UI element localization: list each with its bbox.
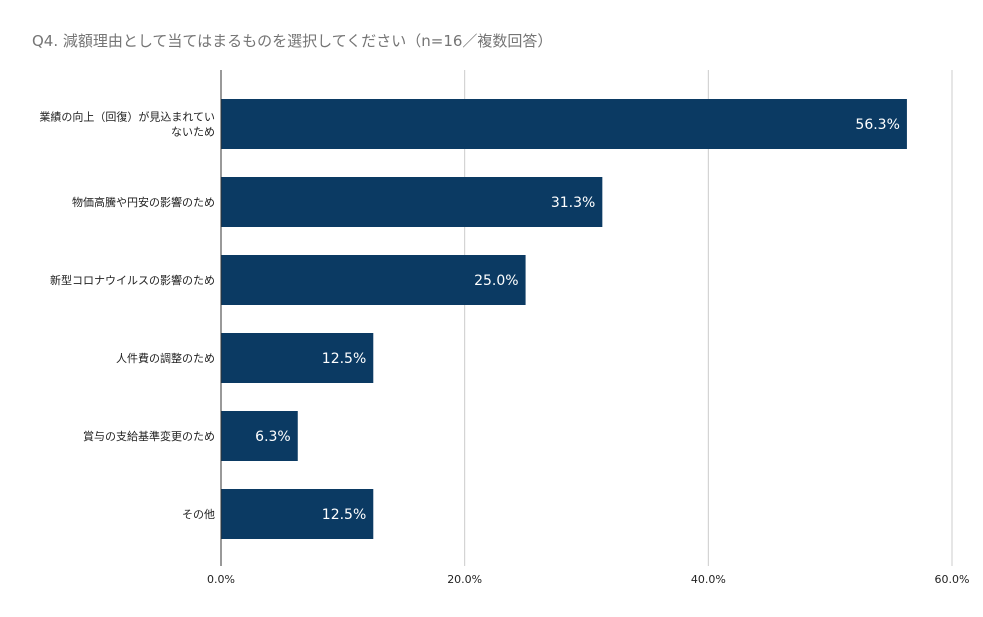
bar [221, 255, 526, 305]
bar [221, 99, 907, 149]
category-label: 新型コロナウイルスの影響のため [50, 273, 215, 287]
chart-title: Q4. 減額理由として当てはまるものを選択してください（n=16／複数回答） [32, 32, 553, 50]
data-label: 6.3% [255, 429, 291, 445]
data-label: 31.3% [551, 195, 595, 211]
x-tick-label: 60.0% [935, 573, 970, 586]
data-label: 25.0% [474, 273, 518, 289]
category-label: 業績の向上（回復）が見込まれてい [39, 110, 215, 124]
data-label: 12.5% [322, 507, 366, 523]
category-label: 賞与の支給基準変更のため [83, 429, 215, 443]
category-label: その他 [182, 508, 215, 521]
bar [221, 333, 374, 383]
x-tick-label: 20.0% [447, 573, 482, 586]
category-label: 人件費の調整のため [116, 351, 215, 365]
x-tick-label: 0.0% [207, 573, 235, 586]
bar [221, 489, 374, 539]
bar [221, 177, 603, 227]
category-label: 物価高騰や円安の影響のため [72, 195, 215, 209]
data-label: 56.3% [855, 117, 899, 133]
data-label: 12.5% [322, 351, 366, 367]
category-label: ないため [171, 126, 215, 139]
bar [221, 411, 298, 461]
x-tick-label: 40.0% [691, 573, 726, 586]
